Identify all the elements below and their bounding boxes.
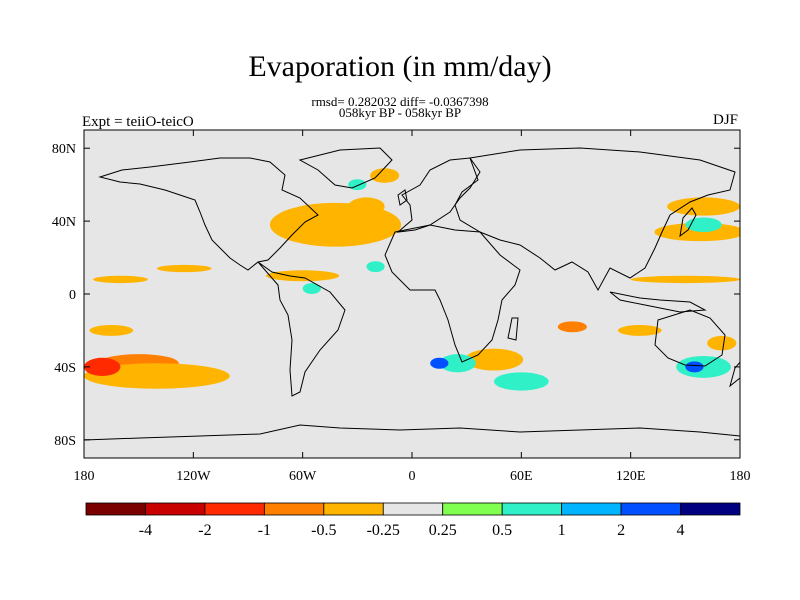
colorbar-swatch	[442, 502, 503, 516]
colorbar-label: 2	[617, 522, 625, 539]
colorbar-label: -4	[139, 522, 152, 539]
anomaly-patch	[156, 264, 212, 273]
colorbar-label: -2	[198, 522, 211, 539]
colorbar-swatch	[145, 502, 206, 516]
y-tick-label: 80S	[54, 434, 76, 449]
season-label: DJF	[712, 112, 738, 128]
anomaly-patch	[685, 361, 704, 373]
anomaly-patch	[685, 217, 722, 233]
coast-north-america	[98, 157, 319, 271]
colorbar-swatch	[323, 502, 384, 516]
coast-antarctica	[84, 424, 740, 441]
anomaly-patch	[667, 197, 740, 216]
colorbar-label: -1	[258, 522, 271, 539]
axis-layer: 180 120W 60W 0 60E 120E 180 80N 40N 0 40S 80S	[52, 130, 751, 484]
colorbar-label: 1	[558, 522, 566, 539]
colorbar-swatch	[382, 502, 444, 516]
coast-japan	[679, 207, 697, 238]
colorbar: -4 -2 -1 -0.5 -0.25 0.25 0.5 1 2 4	[85, 502, 741, 539]
x-tick-label: 120E	[616, 469, 646, 484]
period-subtitle: 058kyr BP - 058kyr BP	[338, 105, 462, 120]
anomaly-patch	[84, 357, 121, 376]
anomaly-patch	[493, 372, 549, 391]
y-tick-label: 0	[69, 288, 76, 303]
coast-british-isles	[397, 189, 408, 206]
anomaly-patch	[348, 197, 385, 216]
x-tick-label: 0	[409, 469, 416, 484]
colorbar-label: 0.25	[429, 522, 457, 539]
colorbar-swatch	[501, 502, 563, 516]
coast-south-america	[257, 261, 346, 397]
colorbar-swatch	[204, 502, 265, 516]
coast-africa	[384, 224, 521, 363]
x-tick-label: 120W	[176, 469, 211, 484]
colorbar-swatch	[561, 502, 622, 516]
anomaly-patch	[707, 335, 737, 351]
map-title: Evaporation (in mm/day)	[248, 50, 552, 83]
coast-greenland	[298, 147, 393, 189]
coast-madagascar	[507, 317, 519, 341]
x-tick-label: 60W	[289, 469, 317, 484]
anomaly-patch	[84, 363, 230, 389]
rmsd-subtitle: rmsd= 0.282032 diff= -0.0367398	[311, 94, 489, 109]
colorbar-swatch	[680, 502, 741, 516]
anomaly-patch	[302, 283, 321, 294]
x-tick-label: 180	[74, 469, 95, 484]
anomaly-patch	[366, 261, 385, 273]
anomaly-patch	[89, 324, 134, 336]
anomaly-patch	[430, 357, 449, 369]
anomaly-patch	[93, 275, 148, 284]
experiment-label: Expt = teiiO-teicO	[82, 114, 194, 130]
y-tick-label: 80N	[52, 142, 76, 157]
colorbar-swatch	[263, 502, 325, 516]
colorbar-label: -0.5	[311, 522, 336, 539]
coastlines	[84, 147, 740, 441]
y-tick-label: 40S	[54, 361, 76, 376]
anomaly-patch	[630, 275, 740, 284]
x-tick-label: 60E	[510, 469, 533, 484]
anomaly-patch	[439, 354, 476, 373]
anomaly-patch	[370, 168, 400, 183]
coast-australia	[654, 309, 726, 367]
coast-indonesia	[609, 291, 707, 313]
colorbar-label: 0.5	[492, 522, 512, 539]
anomaly-patch	[348, 179, 367, 191]
map-background	[84, 130, 740, 458]
anomaly-patch	[266, 270, 340, 282]
y-tick-label: 40N	[52, 215, 76, 230]
colorbar-label: 4	[677, 522, 685, 539]
anomaly-patch	[617, 324, 662, 336]
colorbar-swatch	[85, 502, 146, 516]
coast-asia	[454, 147, 736, 292]
anomaly-patch	[557, 321, 587, 333]
anomaly-layer	[84, 168, 740, 391]
x-tick-label: 180	[730, 469, 751, 484]
colorbar-swatch	[620, 502, 681, 516]
colorbar-label: -0.25	[367, 522, 400, 539]
